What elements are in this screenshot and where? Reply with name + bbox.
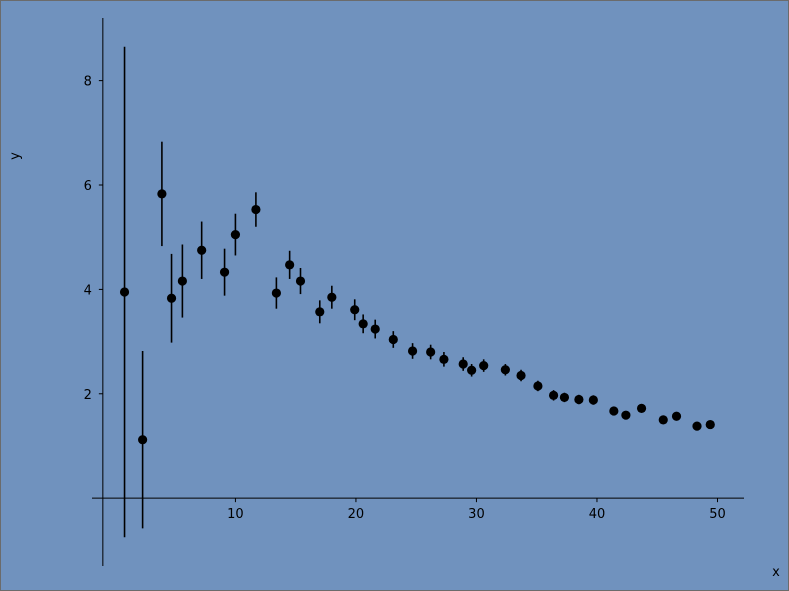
data-point	[370, 324, 380, 334]
data-point	[177, 276, 187, 286]
data-point	[705, 419, 715, 430]
y-tick-label: 6	[84, 179, 92, 194]
errorbars	[123, 46, 712, 538]
data-point	[658, 415, 668, 425]
data-point	[285, 260, 295, 270]
y-axis-label: y	[8, 152, 23, 160]
x-tick-label: 20	[348, 507, 365, 522]
data-points	[119, 189, 715, 445]
x-tick-label: 30	[468, 507, 485, 522]
data-point	[119, 287, 130, 297]
data-point	[350, 305, 360, 315]
data-point	[157, 189, 167, 199]
y-tick-label: 2	[84, 388, 92, 403]
data-point	[197, 245, 207, 255]
data-point	[166, 293, 177, 303]
data-point	[548, 390, 559, 400]
x-tick-label: 40	[589, 507, 606, 522]
y-tick-label: 8	[84, 75, 92, 90]
y-tick-label: 4	[84, 283, 92, 298]
data-point	[636, 403, 647, 413]
data-point	[327, 292, 337, 302]
data-point	[559, 392, 570, 403]
data-point	[407, 346, 418, 356]
data-point	[479, 360, 489, 371]
data-point	[500, 365, 510, 375]
data-point	[533, 381, 543, 391]
data-point	[588, 395, 598, 405]
data-point	[574, 394, 584, 405]
x-tick-label: 50	[709, 507, 726, 522]
data-point	[219, 267, 230, 277]
data-point	[388, 334, 398, 345]
data-point	[671, 411, 682, 421]
axes	[92, 18, 744, 566]
data-point	[609, 406, 619, 416]
data-point	[315, 307, 325, 317]
data-point	[358, 319, 368, 329]
data-point	[251, 204, 261, 215]
data-point	[426, 347, 436, 357]
data-point	[230, 229, 241, 240]
x-axis-label: x	[772, 565, 780, 580]
data-point	[516, 370, 526, 381]
data-point	[692, 421, 702, 431]
data-point	[271, 288, 281, 298]
data-point	[621, 410, 631, 420]
data-point	[138, 435, 148, 445]
data-point	[467, 365, 477, 375]
x-tick-label: 10	[227, 507, 244, 522]
data-point	[458, 359, 468, 369]
ticks: 10 20 30 40 50 2 4 6 8	[84, 75, 726, 523]
data-point	[295, 276, 306, 286]
data-point	[439, 354, 449, 364]
